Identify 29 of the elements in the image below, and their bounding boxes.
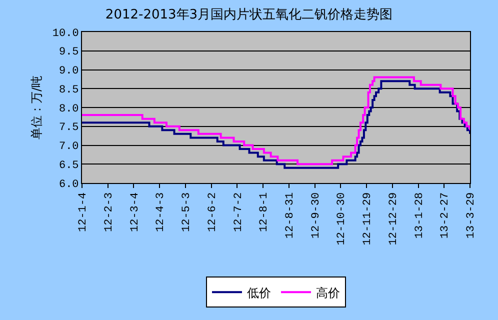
x-tick-label: 12-6-2 [206, 192, 219, 232]
x-tick-label: 12-1-4 [78, 192, 90, 232]
y-tick-label: 6.0 [58, 178, 79, 191]
x-tick-label: 13-2-27 [440, 192, 452, 239]
x-tick-label: 12-8-1 [258, 192, 271, 232]
y-tick-label: 8.5 [58, 84, 79, 96]
x-tick-label: 12-12-29 [388, 192, 400, 246]
legend-label: 低价 [247, 286, 271, 300]
y-tick-label: 7.0 [58, 141, 79, 154]
x-tick-label: 12-4-3 [155, 192, 168, 232]
x-tick-label: 12-9-30 [310, 192, 322, 239]
y-tick-label: 6.5 [58, 160, 79, 172]
y-tick-label: 9.0 [58, 66, 79, 78]
chart-title: 2012-2013年3月国内片状五氧化二钒价格走势图 [105, 8, 393, 23]
x-tick-label: 12-11-29 [362, 192, 374, 246]
x-tick-label: 13-1-28 [414, 192, 426, 239]
x-tick-label: 13-3-29 [466, 192, 478, 239]
y-tick-label: 8.0 [58, 103, 79, 116]
x-tick-label: 12-8-31 [284, 192, 297, 239]
legend-label: 高价 [316, 286, 340, 300]
x-tick-label: 12-3-4 [129, 192, 142, 232]
y-tick-label: 9.5 [58, 46, 79, 59]
x-tick-label: 12-10-30 [336, 192, 348, 246]
x-tick-label: 12-7-2 [232, 192, 245, 232]
y-axis-title: 单位：万/吨 [30, 75, 44, 140]
x-tick-label: 12-5-3 [181, 192, 194, 232]
x-tick-label: 12-2-3 [103, 192, 116, 232]
y-tick-label: 7.5 [58, 122, 79, 134]
y-tick-label: 10.0 [52, 28, 79, 40]
